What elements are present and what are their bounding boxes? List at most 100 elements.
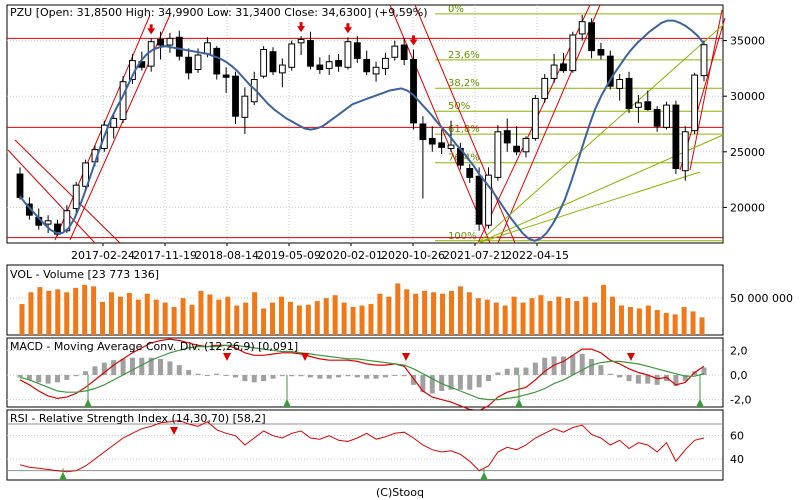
macd-histogram-bar (617, 374, 623, 378)
macd-histogram-bar (354, 374, 360, 378)
volume-bar (171, 307, 177, 335)
candle-down (597, 48, 605, 56)
buy-signal-icon (283, 399, 291, 407)
volume-panel-title: VOL - Volume [23 773 136] (10, 268, 160, 281)
macd-histogram-bar (111, 360, 117, 375)
candle-down (232, 75, 239, 117)
price-xtick-label: 2022-04-15 (505, 249, 569, 262)
candle-up (241, 95, 249, 118)
candle-up (681, 131, 689, 172)
candle-up (550, 64, 558, 79)
volume-bar (663, 312, 669, 335)
candle-down (588, 22, 595, 52)
candle-up (485, 174, 492, 226)
macd-histogram-bar (289, 374, 295, 377)
macd-histogram-bar (317, 374, 323, 379)
buy-signal-icon (84, 399, 92, 407)
macd-histogram-bar (307, 374, 313, 378)
price-xtick-label: 2021-07-21 (443, 249, 507, 262)
macd-histogram-bar (139, 357, 145, 375)
candle-down (428, 137, 436, 145)
macd-histogram-bar (158, 358, 164, 375)
macd-histogram-bar (589, 358, 595, 375)
volume-bar (511, 296, 517, 335)
candle-down (672, 104, 680, 169)
candle-down (513, 145, 521, 153)
candle-up (147, 41, 155, 67)
fibonacci-label: 38,2% (448, 78, 480, 89)
macd-histogram-bar (645, 374, 651, 384)
copyright-footer: (C)Stooq (375, 486, 424, 499)
volume-bar (225, 296, 231, 335)
macd-panel-frame (6, 337, 724, 408)
volume-bar (19, 304, 25, 335)
macd-histogram-bar (495, 372, 501, 375)
volume-bar (448, 290, 454, 335)
macd-histogram-bar (448, 374, 454, 390)
candle-down (213, 47, 221, 75)
volume-bar (323, 298, 329, 335)
macd-histogram-bar (504, 368, 510, 375)
rsi-panel-frame (6, 409, 724, 481)
volume-bar (261, 308, 267, 335)
candle-up (391, 45, 399, 58)
volume-bar (144, 293, 150, 335)
macd-histogram-bar (204, 374, 210, 376)
sell-arrow-icon (147, 24, 156, 35)
volume-bar (46, 290, 52, 335)
macd-signal-line (19, 344, 705, 401)
volume-bar (654, 309, 660, 335)
volume-ytick-label: 50 000 000 (730, 292, 793, 305)
price-ytick-label: 30000 (730, 90, 765, 103)
candle-up (382, 57, 389, 69)
volume-bar (645, 305, 651, 335)
candle-down (363, 58, 371, 73)
macd-histogram-bar (598, 365, 604, 375)
candle-up (616, 79, 624, 89)
macd-histogram-bar (654, 374, 660, 385)
sell-signal-icon (402, 353, 410, 361)
volume-bar (108, 292, 114, 335)
macd-histogram-bar (64, 374, 70, 380)
candle-down (466, 167, 474, 178)
volume-bar (37, 287, 43, 335)
macd-ytick-label: 0,0 (730, 369, 748, 382)
volume-bar (475, 298, 481, 335)
candle-up (569, 34, 577, 72)
macd-histogram-bar (26, 374, 32, 380)
price-ytick-label: 20000 (730, 201, 765, 214)
volume-bar (270, 302, 276, 335)
volume-bar (601, 284, 607, 335)
candle-up (691, 74, 699, 132)
macd-histogram-bar (36, 374, 42, 383)
macd-histogram-bar (701, 367, 707, 375)
volume-bar (135, 299, 141, 335)
macd-histogram-bar (195, 373, 201, 375)
rsi-panel: 60 40 (6, 409, 744, 481)
macd-histogram-bar (298, 374, 304, 377)
macd-histogram-bar (120, 358, 126, 375)
sell-signal-icon (301, 353, 309, 361)
volume-bar (180, 298, 186, 335)
sell-arrow-icon (297, 22, 306, 33)
volume-bar (126, 293, 132, 335)
macd-histogram-bar (242, 374, 248, 382)
volume-bar (565, 298, 571, 335)
candle-up (72, 184, 80, 210)
price-panel-title: PZU [Open: 31,8500 High: 34,9900 Low: 31… (10, 6, 428, 19)
volume-bar (234, 305, 240, 335)
macd-histogram-bar (420, 374, 426, 393)
sell-signal-icon (627, 353, 635, 361)
macd-histogram-bar (92, 366, 98, 375)
candle-up (344, 41, 352, 68)
candle-down (16, 173, 24, 198)
candle-down (316, 64, 324, 71)
volume-bar (493, 302, 499, 335)
fibonacci-label: 23,6% (448, 50, 480, 61)
price-xtick-label: 2017-02-24 (71, 249, 135, 262)
sell-signal-icon (223, 353, 231, 361)
fan-line (477, 24, 724, 244)
candle-down (410, 58, 417, 124)
candle-up (578, 21, 586, 35)
sell-arrow-icon (409, 35, 418, 46)
